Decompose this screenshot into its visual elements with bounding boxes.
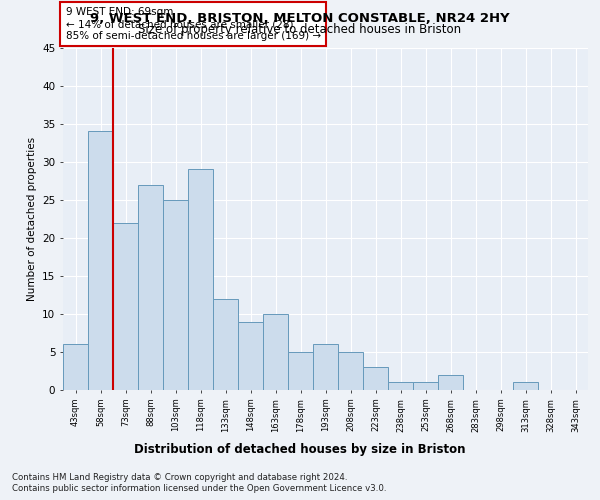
Bar [113, 222, 138, 390]
Bar [338, 352, 363, 390]
Bar [513, 382, 538, 390]
Bar [163, 200, 188, 390]
Bar [63, 344, 88, 390]
Text: 9, WEST END, BRISTON, MELTON CONSTABLE, NR24 2HY: 9, WEST END, BRISTON, MELTON CONSTABLE, … [90, 12, 510, 26]
Bar [138, 184, 163, 390]
Text: Size of property relative to detached houses in Briston: Size of property relative to detached ho… [139, 24, 461, 36]
Bar [213, 298, 238, 390]
Bar [238, 322, 263, 390]
Text: Contains public sector information licensed under the Open Government Licence v3: Contains public sector information licen… [12, 484, 386, 493]
Bar [363, 367, 388, 390]
Bar [263, 314, 288, 390]
Text: Distribution of detached houses by size in Briston: Distribution of detached houses by size … [134, 442, 466, 456]
Y-axis label: Number of detached properties: Number of detached properties [26, 136, 37, 301]
Bar [188, 170, 213, 390]
Bar [438, 375, 463, 390]
Text: Contains HM Land Registry data © Crown copyright and database right 2024.: Contains HM Land Registry data © Crown c… [12, 472, 347, 482]
Bar [313, 344, 338, 390]
Bar [288, 352, 313, 390]
Text: 9 WEST END: 69sqm
← 14% of detached houses are smaller (28)
85% of semi-detached: 9 WEST END: 69sqm ← 14% of detached hous… [65, 8, 321, 40]
Bar [413, 382, 438, 390]
Bar [88, 131, 113, 390]
Bar [388, 382, 413, 390]
